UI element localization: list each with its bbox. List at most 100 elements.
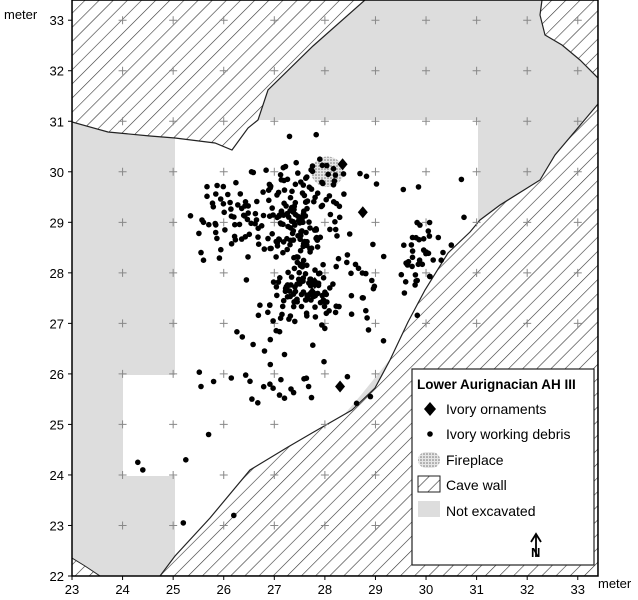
debris-point [299, 190, 306, 196]
debris-point [206, 221, 212, 228]
debris-point [183, 457, 189, 463]
grid-plus-marker [169, 369, 178, 378]
x-tick-label: 25 [166, 582, 180, 597]
debris-point [346, 231, 353, 237]
grid-plus-marker [270, 167, 279, 176]
debris-point [420, 236, 427, 242]
debris-point [292, 181, 299, 188]
debris-point [363, 307, 369, 314]
debris-point [213, 222, 219, 228]
debris-point [326, 193, 333, 199]
grid-plus-marker [219, 167, 228, 176]
debris-point [322, 325, 328, 332]
grid-plus-marker [169, 420, 178, 429]
debris-point [221, 209, 227, 216]
y-tick-label: 26 [50, 367, 64, 382]
debris-point [267, 336, 274, 343]
debris-point [458, 176, 465, 183]
debris-point [236, 221, 243, 228]
debris-point [320, 275, 327, 281]
debris-point [332, 219, 338, 225]
debris-point [348, 270, 354, 277]
debris-point [363, 270, 369, 277]
debris-point [341, 191, 347, 197]
debris-point [416, 257, 423, 264]
x-axis-label: meter [598, 576, 632, 591]
debris-point [319, 162, 326, 169]
debris-point [308, 394, 315, 401]
debris-point [280, 249, 286, 256]
debris-point [260, 189, 266, 195]
grid-plus-marker [118, 420, 127, 429]
debris-point [281, 187, 288, 193]
debris-point [304, 174, 310, 180]
legend-label-not-excavated: Not excavated [446, 503, 536, 519]
grid-plus-marker [270, 420, 279, 429]
debris-point [214, 235, 220, 242]
debris-point [286, 288, 293, 295]
grid-plus-marker [219, 268, 228, 277]
grid-plus-marker [422, 16, 431, 25]
debris-point [313, 131, 320, 138]
debris-point [310, 342, 316, 349]
legend-label-debris: Ivory working debris [446, 426, 571, 442]
debris-point [280, 297, 287, 304]
debris-point [210, 378, 217, 385]
grid-plus-marker [270, 268, 279, 277]
debris-point [287, 225, 294, 231]
ornament-point [337, 158, 348, 171]
debris-point [198, 383, 204, 390]
grid-plus-marker [472, 218, 481, 227]
grid-plus-marker [371, 268, 380, 277]
debris-point [295, 254, 301, 260]
debris-point [313, 235, 319, 242]
grid-plus-marker [320, 470, 329, 479]
grid-plus-marker [573, 319, 582, 328]
debris-point [340, 171, 347, 177]
grid-plus-marker [169, 66, 178, 75]
legend-label-fireplace: Fireplace [446, 452, 504, 468]
debris-point [267, 185, 274, 191]
debris-point [270, 318, 276, 324]
grid-plus-marker [422, 66, 431, 75]
x-tick-label: 24 [115, 582, 129, 597]
debris-point [260, 212, 267, 219]
grid-plus-marker [472, 16, 481, 25]
debris-point [292, 211, 299, 218]
debris-point [269, 205, 276, 211]
debris-point [228, 206, 234, 212]
grid-plus-marker [169, 16, 178, 25]
grid-plus-marker [422, 268, 431, 277]
grid-plus-marker [118, 218, 127, 227]
legend-dot-icon [427, 431, 433, 437]
debris-point [380, 253, 387, 260]
grid-plus-marker [219, 369, 228, 378]
grid-plus-marker [219, 16, 228, 25]
debris-point [291, 265, 298, 272]
cave-wall-left-edge [72, 557, 101, 576]
debris-point [311, 198, 317, 205]
debris-point [312, 304, 318, 310]
debris-point [344, 259, 350, 266]
debris-point [282, 163, 289, 170]
grid-plus-marker [472, 117, 481, 126]
debris-point [281, 177, 287, 184]
y-axis-label: meter [4, 7, 38, 22]
grid-plus-marker [523, 218, 532, 227]
debris-point [196, 230, 202, 237]
debris-point [270, 279, 277, 285]
debris-point [313, 227, 320, 233]
debris-point [299, 261, 306, 267]
ornament-point [307, 287, 318, 300]
debris-point [415, 184, 422, 190]
debris-point [319, 202, 326, 209]
grid-plus-marker [219, 218, 228, 227]
grid-plus-marker [169, 218, 178, 227]
grid-plus-marker [472, 319, 481, 328]
grid-plus-marker [270, 117, 279, 126]
y-axis-ticks: 22 23 24 25 26 27 28 29 30 31 32 33 [50, 13, 72, 584]
debris-point [412, 272, 419, 278]
grid-plus-marker [118, 369, 127, 378]
debris-point [370, 285, 377, 292]
